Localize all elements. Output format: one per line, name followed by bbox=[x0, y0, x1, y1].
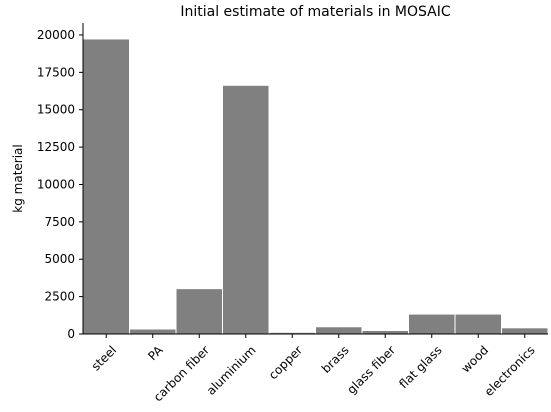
bar-carbon-fiber bbox=[176, 289, 222, 334]
x-tick-label: flat glass bbox=[396, 343, 444, 391]
y-tick-label: 7500 bbox=[44, 215, 75, 229]
x-tick-label: glass fiber bbox=[344, 343, 398, 397]
y-tick-label: 10000 bbox=[37, 177, 75, 191]
bar-steel bbox=[83, 39, 129, 334]
bar-PA bbox=[130, 329, 176, 334]
x-tick-label: PA bbox=[145, 342, 166, 363]
y-axis-label: kg material bbox=[11, 144, 25, 212]
bar-flat-glass bbox=[409, 314, 455, 334]
y-ticks-group: 0 2500 5000 7500 10000 12500 15000 17500 20000 bbox=[37, 28, 83, 341]
x-tick-label: brass bbox=[319, 343, 352, 376]
y-tick-label: 12500 bbox=[37, 140, 75, 154]
bar-wood bbox=[455, 314, 501, 334]
chart-title: Initial estimate of materials in MOSAIC bbox=[180, 4, 451, 20]
bar-electronics bbox=[502, 328, 548, 334]
bar-aluminium bbox=[223, 85, 269, 334]
bar-glass-fiber bbox=[362, 331, 408, 334]
x-tick-label: steel bbox=[89, 343, 119, 373]
x-tick-label: copper bbox=[266, 343, 305, 382]
y-tick-label: 2500 bbox=[44, 290, 75, 304]
axes-group bbox=[82, 23, 548, 335]
y-tick-label: 20000 bbox=[37, 28, 75, 42]
y-tick-label: 5000 bbox=[44, 252, 75, 266]
x-tick-label: wood bbox=[459, 343, 492, 376]
bar-brass bbox=[316, 327, 362, 334]
bar-copper bbox=[269, 332, 315, 334]
bars-group bbox=[83, 39, 548, 334]
y-tick-label: 17500 bbox=[37, 65, 75, 79]
y-tick-label: 0 bbox=[67, 327, 75, 341]
x-tick-label: electronics bbox=[482, 343, 538, 399]
x-tick-label: aluminium bbox=[204, 343, 259, 398]
y-tick-label: 15000 bbox=[37, 103, 75, 117]
